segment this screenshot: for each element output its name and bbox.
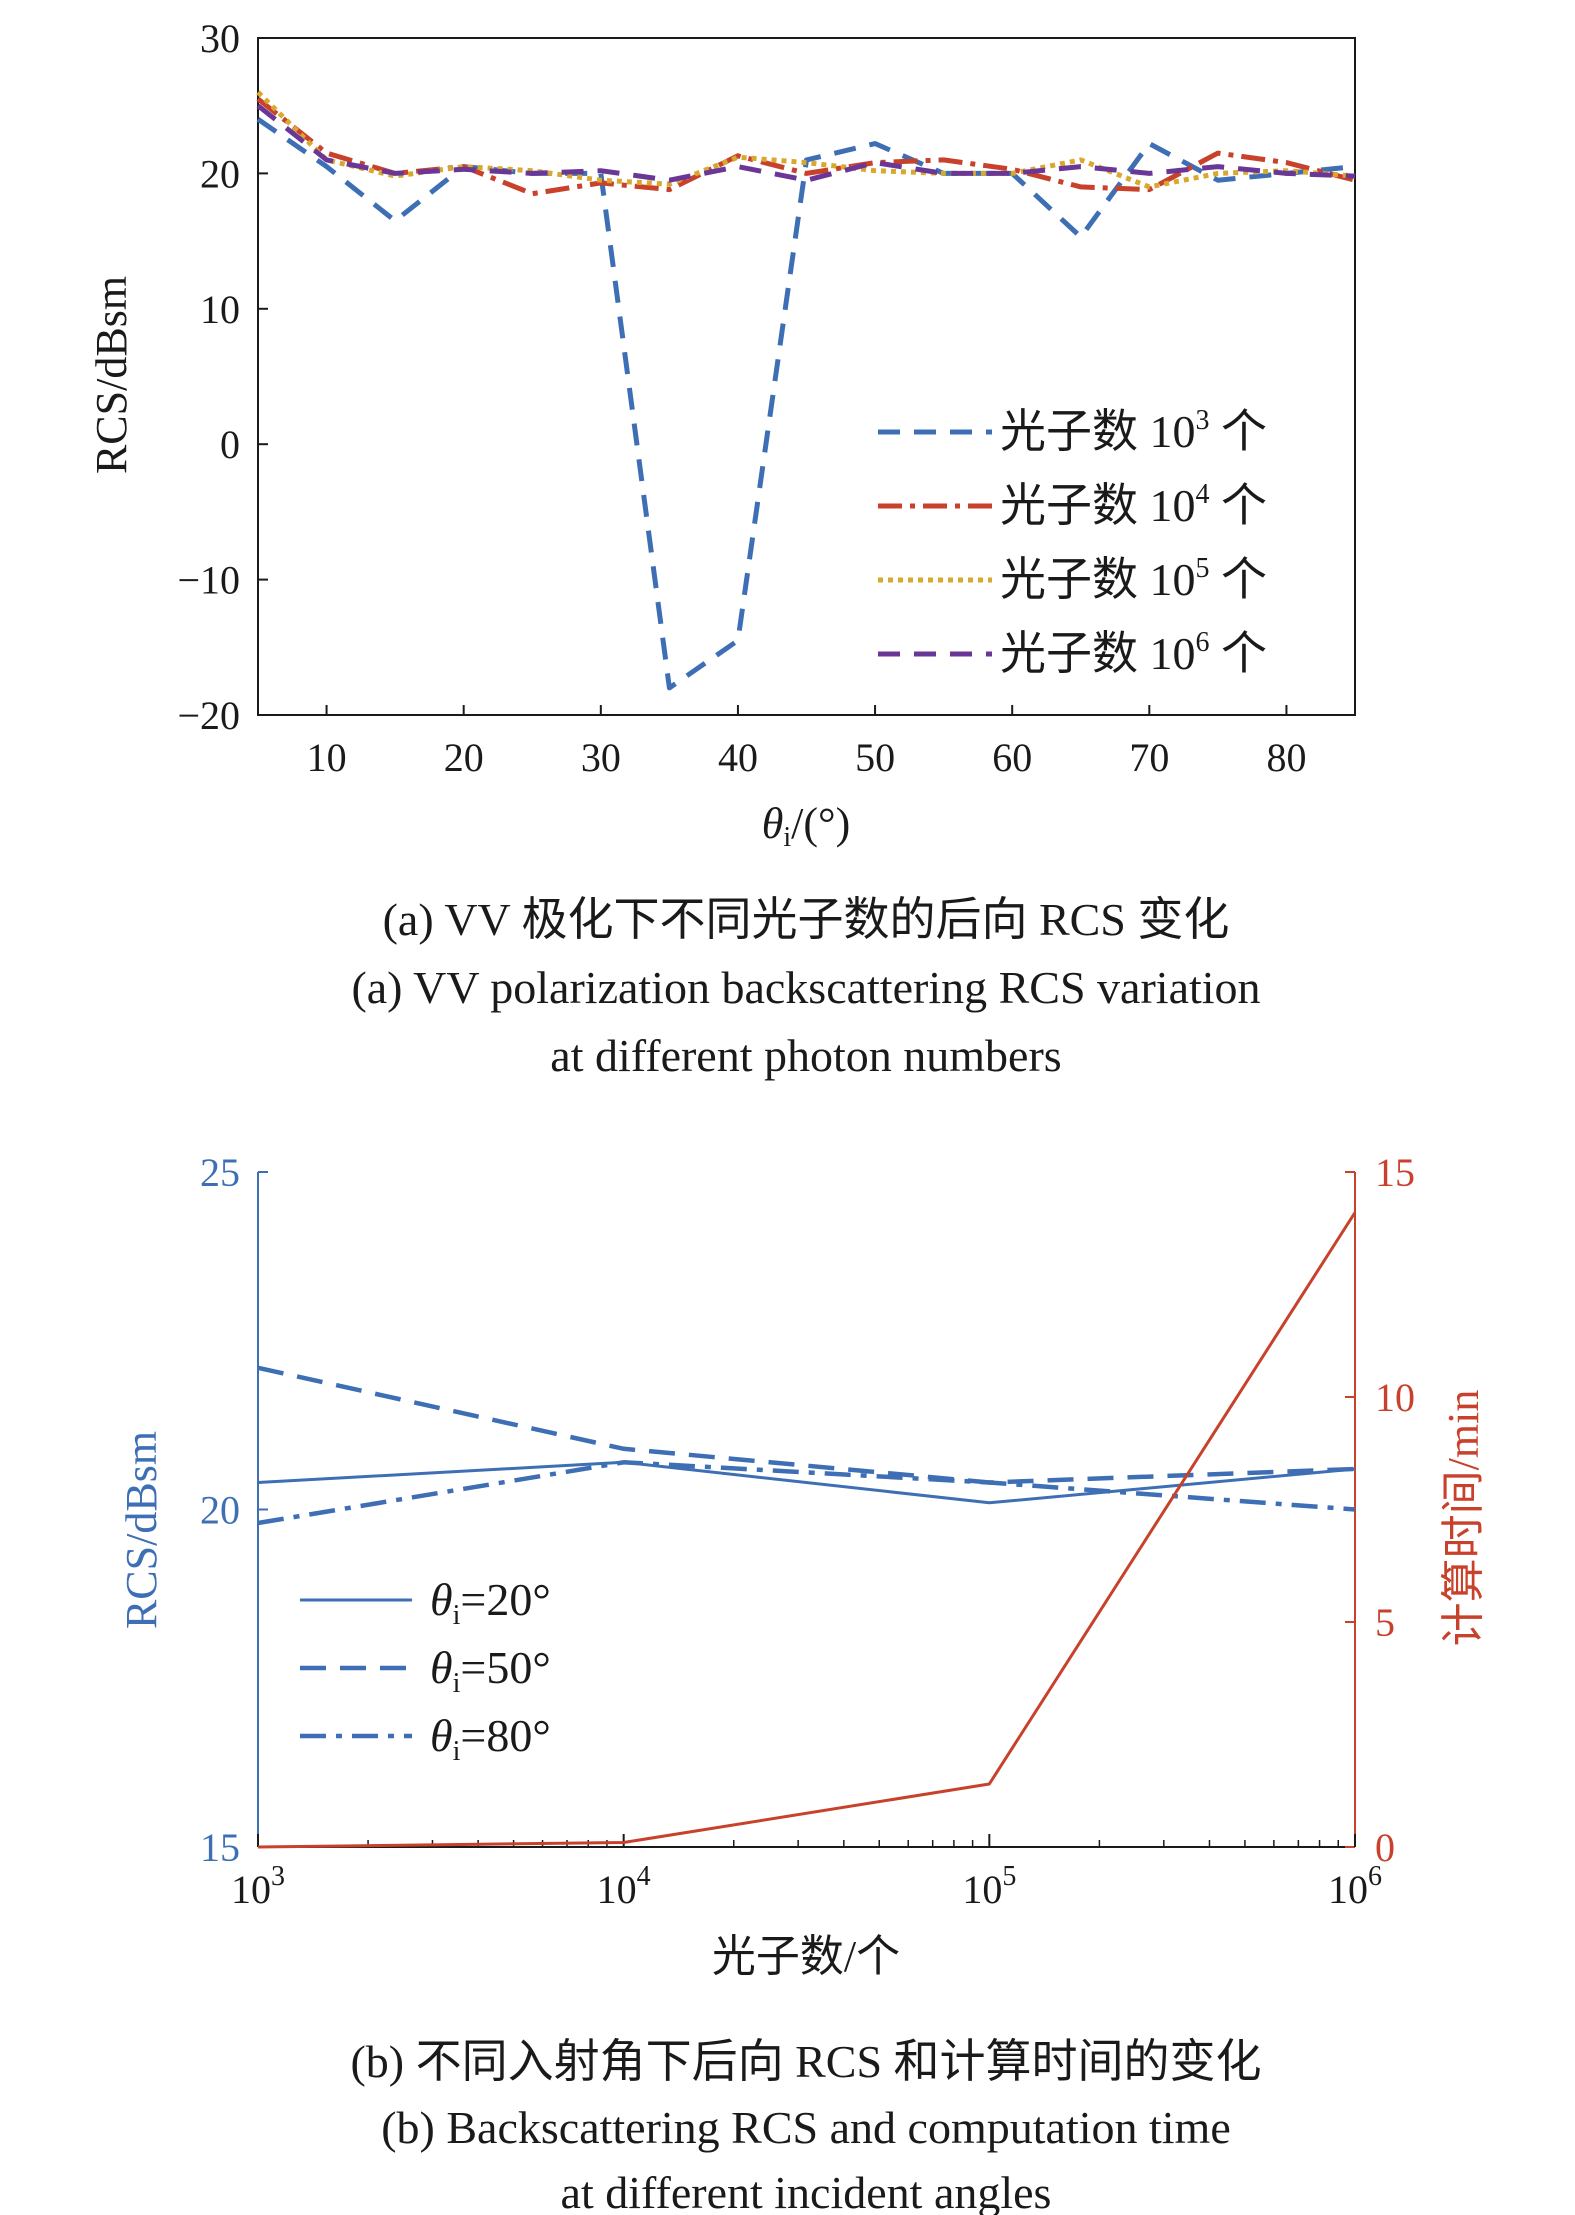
chart-a-x-axis-unit: /(°)	[791, 799, 850, 848]
chart-a-x-tick-label: 10	[307, 735, 347, 780]
chart-a-legend-suffix: 个	[1210, 554, 1268, 605]
chart-b-x-tick-label: 106	[1328, 1861, 1382, 1912]
chart-b-series-lines	[257, 1211, 1357, 1849]
chart-a-x-axis-subscript: i	[783, 822, 791, 853]
chart-a-caption-zh: (a) VV 极化下不同光子数的后向 RCS 变化	[383, 894, 1230, 945]
chart-b-x-axis: 103 104 105 106	[231, 1834, 1382, 1912]
chart-a-legend-superscript: 5	[1196, 553, 1210, 584]
chart-a-y-tick-label: 30	[200, 16, 240, 61]
chart-b-y2-tick-label: 5	[1375, 1600, 1395, 1645]
chart-a-series-line-4	[256, 103, 1356, 183]
chart-a-x-tick-label: 80	[1266, 735, 1306, 780]
chart-a-x-axis-symbol: θ	[762, 799, 784, 848]
chart-b-x-tick-label: 104	[597, 1861, 651, 1912]
chart-b-legend-symbol: θ	[430, 1642, 453, 1693]
chart-b-right-y-axis: 15 10 5 0	[1345, 1150, 1415, 1870]
chart-a-legend-prefix: 光子数 10	[1000, 554, 1196, 605]
chart-a-x-tick-label: 20	[444, 735, 484, 780]
chart-a-legend-superscript: 4	[1196, 479, 1210, 510]
chart-b-x-tick-base: 10	[1328, 1867, 1368, 1912]
chart-b-x-tick-exponent: 6	[1368, 1861, 1382, 1892]
chart-b-y-axis-title: RCS/dBsm	[117, 1431, 166, 1629]
chart-a-series-lines	[256, 90, 1356, 691]
chart-a-plot-frame	[257, 37, 1356, 716]
chart-b-legend-label: θi=20°	[430, 1574, 551, 1631]
chart-b-y-tick-label: 25	[200, 1150, 240, 1195]
chart-a-legend-prefix: 光子数 10	[1000, 628, 1196, 679]
chart-a-y-tick-label: 10	[200, 287, 240, 332]
chart-a-series-line-3	[256, 90, 1356, 190]
chart-b-legend: θi=20°θi=50°θi=80°	[300, 1574, 551, 1767]
chart-a-x-tick-label: 60	[992, 735, 1032, 780]
chart-a-y-tick-label: −10	[177, 558, 240, 603]
chart-b-legend-subscript: i	[453, 1600, 461, 1631]
chart-a-y-axis-title: RCS/dBsm	[87, 276, 136, 474]
chart-a-x-tick-label: 40	[718, 735, 758, 780]
chart-b-legend-value: =20°	[460, 1574, 550, 1625]
chart-b-y2-tick-label: 10	[1375, 1375, 1415, 1420]
chart-b-x-tick-exponent: 5	[1002, 1861, 1016, 1892]
chart-b-caption-zh: (b) 不同入射角下后向 RCS 和计算时间的变化	[350, 2036, 1261, 2087]
chart-b-y-tick-label: 20	[200, 1488, 240, 1533]
chart-a-y-tick-label: −20	[177, 693, 240, 738]
chart-a-legend-label: 光子数 104 个	[1000, 479, 1267, 531]
chart-b-legend-symbol: θ	[430, 1710, 453, 1761]
chart-b-series-line-2	[257, 1365, 1356, 1485]
chart-a-caption-en-line1: (a) VV polarization backscattering RCS v…	[351, 962, 1260, 1013]
chart-a-legend-label: 光子数 106 个	[1000, 627, 1267, 679]
chart-a-legend-prefix: 光子数 10	[1000, 480, 1196, 531]
chart-a-x-tick-label: 70	[1129, 735, 1169, 780]
chart-a-legend-prefix: 光子数 10	[1000, 406, 1196, 457]
chart-a-y-axis: 30 20 10 0 −10 −20	[177, 16, 268, 738]
chart-b-legend-value: =50°	[460, 1642, 550, 1693]
chart-a-series-line-1	[256, 117, 1356, 691]
chart-b-caption-en-line2: at different incident angles	[561, 2167, 1052, 2215]
chart-a-x-axis-title: θi/(°)	[762, 799, 851, 853]
chart-b-y2-tick-label: 15	[1375, 1150, 1415, 1195]
chart-a-legend-label: 光子数 103 个	[1000, 405, 1267, 457]
chart-b-legend-label: θi=80°	[430, 1710, 551, 1767]
chart-b-x-tick-base: 10	[231, 1867, 271, 1912]
chart-b-series-line-1	[257, 1460, 1356, 1505]
chart-a-legend-suffix: 个	[1210, 406, 1268, 457]
chart-a-legend-suffix: 个	[1210, 628, 1268, 679]
chart-b-left-y-axis: 25 20 15	[200, 1150, 268, 1870]
chart-b-x-tick-exponent: 3	[271, 1861, 285, 1892]
chart-b-series-line-4	[257, 1211, 1357, 1849]
chart-a-x-tick-label: 30	[581, 735, 621, 780]
chart-b-x-axis-title: 光子数/个	[712, 1932, 900, 1981]
chart-b-y-tick-label: 15	[200, 1825, 240, 1870]
chart-b-x-tick-exponent: 4	[637, 1861, 651, 1892]
chart-a-x-axis: 10 20 30 40 50 60 70 80	[307, 705, 1306, 780]
chart-a-caption-en-line2: at different photon numbers	[550, 1030, 1061, 1081]
chart-a-legend-superscript: 3	[1196, 405, 1210, 436]
chart-b-x-tick-base: 10	[962, 1867, 1002, 1912]
chart-b-legend-symbol: θ	[430, 1574, 453, 1625]
chart-b-x-tick-label: 103	[231, 1861, 285, 1912]
chart-b-legend-value: =80°	[460, 1710, 550, 1761]
chart-b-legend-subscript: i	[453, 1736, 461, 1767]
chart-b-legend-label: θi=50°	[430, 1642, 551, 1699]
chart-b-x-tick-label: 105	[962, 1861, 1016, 1912]
chart-b-y2-tick-label: 0	[1375, 1825, 1395, 1870]
chart-b-caption-en-line1: (b) Backscattering RCS and computation t…	[381, 2102, 1231, 2153]
chart-a-legend-label: 光子数 105 个	[1000, 553, 1267, 605]
chart-a-x-tick-label: 50	[855, 735, 895, 780]
chart-b-y2-axis-title: 计算时间/min	[1439, 1390, 1488, 1647]
chart-a-legend-suffix: 个	[1210, 480, 1268, 531]
chart-a-legend-superscript: 6	[1196, 627, 1210, 658]
chart-a-y-tick-label: 0	[220, 422, 240, 467]
chart-b-x-tick-base: 10	[597, 1867, 637, 1912]
chart-a-y-tick-label: 20	[200, 151, 240, 196]
chart-b-legend-subscript: i	[453, 1668, 461, 1699]
chart-a-series-line-2	[256, 96, 1356, 197]
